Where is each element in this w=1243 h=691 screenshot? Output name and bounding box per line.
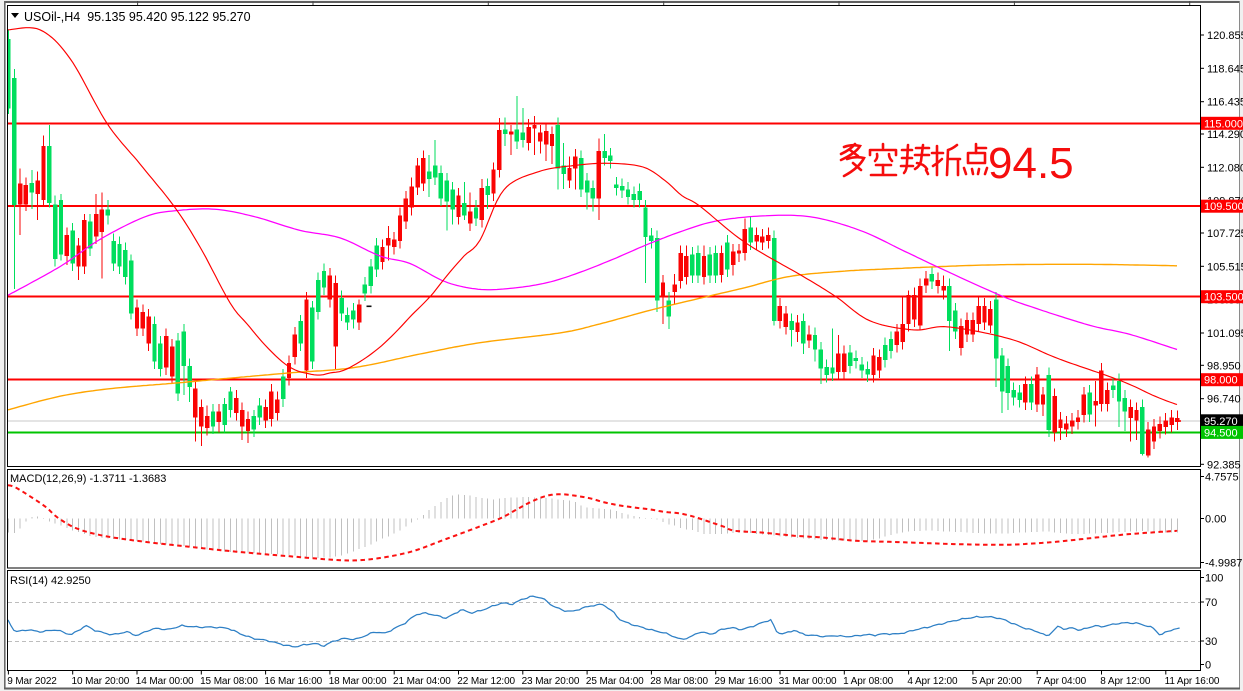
- svg-text:0.00: 0.00: [1205, 514, 1226, 526]
- svg-text:MACD(12,26,9) -1.3711 -1.3683: MACD(12,26,9) -1.3711 -1.3683: [10, 473, 166, 485]
- svg-text:98.950: 98.950: [1207, 360, 1241, 372]
- svg-text:1 Apr 08:00: 1 Apr 08:00: [843, 676, 894, 687]
- svg-text:16 Mar 16:00: 16 Mar 16:00: [264, 676, 322, 687]
- svg-text:5 Apr 20:00: 5 Apr 20:00: [972, 676, 1023, 687]
- svg-text:120.855: 120.855: [1207, 30, 1243, 42]
- svg-text:118.645: 118.645: [1207, 63, 1243, 75]
- svg-text:92.385: 92.385: [1207, 459, 1241, 471]
- svg-text:28 Mar 08:00: 28 Mar 08:00: [650, 676, 708, 687]
- svg-text:RSI(14) 42.9250: RSI(14) 42.9250: [10, 575, 91, 587]
- svg-text:30: 30: [1205, 636, 1217, 648]
- svg-text:7 Apr 04:00: 7 Apr 04:00: [1036, 676, 1087, 687]
- svg-text:70: 70: [1205, 597, 1217, 609]
- svg-text:100: 100: [1205, 573, 1223, 585]
- svg-text:96.740: 96.740: [1207, 394, 1241, 406]
- svg-text:21 Mar 04:00: 21 Mar 04:00: [393, 676, 451, 687]
- svg-text:109.500: 109.500: [1204, 201, 1243, 213]
- svg-text:4 Apr 12:00: 4 Apr 12:00: [907, 676, 958, 687]
- svg-text:8 Apr 12:00: 8 Apr 12:00: [1100, 676, 1151, 687]
- svg-text:10 Mar 20:00: 10 Mar 20:00: [72, 676, 130, 687]
- svg-text:115.000: 115.000: [1204, 118, 1243, 130]
- svg-text:22 Mar 12:00: 22 Mar 12:00: [457, 676, 515, 687]
- svg-text:94.500: 94.500: [1204, 427, 1238, 439]
- svg-text:29 Mar 16:00: 29 Mar 16:00: [715, 676, 773, 687]
- svg-text:95.270: 95.270: [1204, 416, 1238, 428]
- svg-text:-4.9987: -4.9987: [1205, 558, 1242, 570]
- svg-text:9 Mar 2022: 9 Mar 2022: [7, 676, 57, 687]
- svg-text:103.500: 103.500: [1204, 292, 1243, 304]
- svg-text:25 Mar 04:00: 25 Mar 04:00: [586, 676, 644, 687]
- svg-text:98.000: 98.000: [1204, 375, 1238, 387]
- svg-text:116.435: 116.435: [1207, 97, 1243, 109]
- svg-text:0: 0: [1205, 660, 1211, 672]
- svg-text:107.725: 107.725: [1207, 228, 1243, 240]
- svg-text:18 Mar 00:00: 18 Mar 00:00: [329, 676, 387, 687]
- svg-text:114.290: 114.290: [1207, 129, 1243, 141]
- svg-text:14 Mar 00:00: 14 Mar 00:00: [136, 676, 194, 687]
- svg-text:11 Apr 16:00: 11 Apr 16:00: [1165, 676, 1220, 687]
- svg-text:101.095: 101.095: [1207, 328, 1243, 340]
- svg-text:31 Mar 00:00: 31 Mar 00:00: [779, 676, 837, 687]
- svg-text:4.7575: 4.7575: [1205, 472, 1239, 484]
- svg-text:USOil-,H4 95.135 95.420 95.12: USOil-,H4 95.135 95.420 95.122 95.270: [24, 10, 251, 24]
- svg-text:112.080: 112.080: [1207, 162, 1243, 174]
- svg-text:23 Mar 20:00: 23 Mar 20:00: [522, 676, 580, 687]
- svg-text:105.515: 105.515: [1207, 261, 1243, 273]
- svg-text:15 Mar 08:00: 15 Mar 08:00: [200, 676, 258, 687]
- svg-text:94.5: 94.5: [988, 139, 1074, 188]
